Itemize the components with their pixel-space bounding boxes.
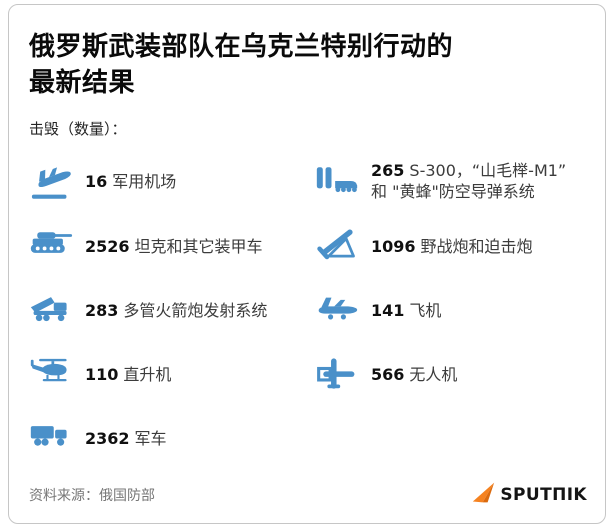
stat-item-aircraft: 141 飞机 [315, 290, 585, 330]
stat-count: 2526 [85, 236, 130, 256]
subtitle: 击毁（数量）： [29, 120, 127, 138]
stat-label: S-300，“山毛榉-M1” 和 "黄蜂"防空导弹系统 [371, 161, 567, 201]
footer: 资料来源：俄国防部 SPUTΠIK [29, 481, 587, 508]
stat-item-air-defense: 265 S-300，“山毛榉-M1” 和 "黄蜂"防空导弹系统 [315, 160, 585, 202]
title-line-2: 最新结果 [29, 68, 136, 98]
stat-count: 16 [85, 171, 108, 191]
sputnik-arrow-icon [472, 481, 495, 508]
stat-label: 多管火箭炮发射系统 [123, 300, 268, 320]
stat-text: 110 直升机 [85, 364, 171, 385]
stats-grid: 16 军用机场 265 S-300，“山毛榉-M1” 和 "黄蜂"防空导弹系统 [29, 160, 585, 458]
tank-icon [29, 226, 73, 266]
mlrs-truck-icon [29, 290, 73, 330]
stat-text: 283 多管火箭炮发射系统 [85, 300, 267, 321]
stat-text: 1096 野战炮和迫击炮 [371, 236, 533, 257]
stat-label: 野战炮和迫击炮 [420, 236, 533, 256]
plane-takeoff-icon [29, 161, 73, 201]
stat-count: 283 [85, 300, 119, 320]
stat-count: 2362 [85, 428, 130, 448]
stat-count: 566 [371, 364, 405, 384]
title-line-1: 俄罗斯武装部队在乌克兰特别行动的 [29, 32, 454, 62]
jet-plane-icon [315, 290, 359, 330]
stat-item-artillery: 1096 野战炮和迫击炮 [315, 226, 585, 266]
infographic-card: 俄罗斯武装部队在乌克兰特别行动的 最新结果 击毁（数量）： 16 军用机场 [8, 4, 606, 524]
stat-text: 141 飞机 [371, 300, 441, 321]
stat-item-drones: 566 无人机 [315, 354, 585, 394]
sputnik-logo: SPUTΠIK [472, 481, 587, 508]
stat-label: 军用机场 [112, 171, 177, 191]
stat-text: 2362 军车 [85, 428, 167, 449]
stat-label: 直升机 [123, 364, 172, 384]
stat-label: 坦克和其它装甲车 [134, 236, 263, 256]
stat-count: 141 [371, 300, 405, 320]
stat-item-airfields: 16 军用机场 [29, 160, 315, 202]
military-truck-icon [29, 418, 73, 458]
stat-text: 16 军用机场 [85, 171, 176, 192]
helicopter-icon [29, 354, 73, 394]
stat-count: 1096 [371, 236, 416, 256]
stat-label: 军车 [134, 428, 167, 448]
drone-icon [315, 354, 359, 394]
air-defense-launcher-icon [315, 161, 359, 201]
page-title: 俄罗斯武装部队在乌克兰特别行动的 最新结果 [29, 29, 585, 101]
stat-text: 566 无人机 [371, 364, 457, 385]
stat-count: 110 [85, 364, 119, 384]
stat-text: 265 S-300，“山毛榉-M1” 和 "黄蜂"防空导弹系统 [371, 160, 585, 202]
stat-text: 2526 坦克和其它装甲车 [85, 236, 263, 257]
source-note: 资料来源：俄国防部 [29, 487, 155, 504]
field-gun-icon [315, 226, 359, 266]
sputnik-wordmark: SPUTΠIK [500, 484, 587, 505]
stat-count: 265 [371, 161, 405, 180]
stat-label: 无人机 [409, 364, 458, 384]
stat-label: 飞机 [409, 300, 442, 320]
stat-item-military-vehicles: 2362 军车 [29, 418, 315, 458]
stat-item-mlrs: 283 多管火箭炮发射系统 [29, 290, 315, 330]
stat-item-tanks: 2526 坦克和其它装甲车 [29, 226, 315, 266]
stat-item-helicopters: 110 直升机 [29, 354, 315, 394]
